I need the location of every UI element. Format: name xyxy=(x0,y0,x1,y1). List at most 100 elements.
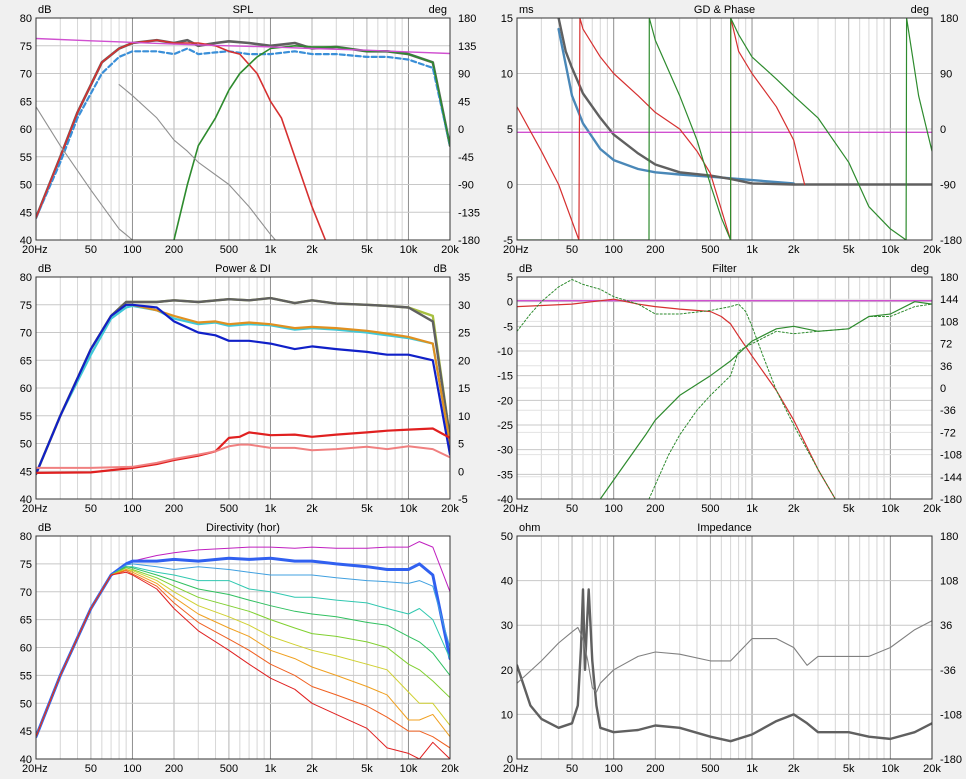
series-line-1 xyxy=(557,18,932,186)
y-tick-label: -20 xyxy=(497,395,513,407)
plot-border xyxy=(35,17,451,241)
y2-tick-label: -108 xyxy=(940,450,962,462)
y-tick-label: 80 xyxy=(20,272,32,284)
y2-tick-label: 45 xyxy=(458,96,470,108)
x-tick-label: 2k xyxy=(306,503,318,515)
x-tick-label: 20k xyxy=(441,503,459,515)
y2-tick-label: -135 xyxy=(458,207,480,219)
y2-tick-label: -180 xyxy=(940,494,962,506)
y-tick-label: 70 xyxy=(20,328,32,340)
y2-tick-label: 0 xyxy=(940,124,946,136)
y-tick-label: -5 xyxy=(503,235,513,247)
x-tick-label: 100 xyxy=(123,503,141,515)
y-tick-label: 60 xyxy=(20,643,32,655)
series-line-1 xyxy=(517,620,932,693)
y2-tick-label: -108 xyxy=(940,709,962,721)
y-tick-label: 45 xyxy=(20,466,32,478)
y-tick-label: 60 xyxy=(20,383,32,395)
y2-tick-label: -5 xyxy=(458,494,468,506)
x-tick-label: 200 xyxy=(165,503,183,515)
x-tick-label: 100 xyxy=(123,763,141,775)
y2-tick-label: 0 xyxy=(458,466,464,478)
y2-tick-label: 10 xyxy=(458,411,470,423)
y-tick-label: 80 xyxy=(20,13,32,25)
y2-axis-unit: deg xyxy=(911,4,929,16)
y2-tick-label: -36 xyxy=(940,405,956,417)
y-tick-label: 10 xyxy=(501,69,513,81)
y-tick-label: 60 xyxy=(20,124,32,136)
x-tick-label: 1k xyxy=(265,763,277,775)
y2-tick-label: -36 xyxy=(940,665,956,677)
y2-tick-label: 135 xyxy=(458,41,476,53)
y2-tick-label: -90 xyxy=(458,180,474,192)
series-group xyxy=(36,37,450,240)
x-tick-label: 10k xyxy=(881,244,899,256)
series-line-8 xyxy=(36,570,450,749)
y-tick-label: 0 xyxy=(507,297,513,309)
y-tick-label: 0 xyxy=(507,754,513,766)
y-tick-label: 50 xyxy=(20,698,32,710)
y2-tick-label: 35 xyxy=(458,272,470,284)
series-line-1 xyxy=(36,47,450,219)
y2-tick-label: -180 xyxy=(940,235,962,247)
y-axis-unit: dB xyxy=(38,263,51,275)
x-tick-label: 200 xyxy=(165,763,183,775)
y2-tick-label: 144 xyxy=(940,294,958,306)
y2-tick-label: 180 xyxy=(940,531,958,543)
series-line-5 xyxy=(36,106,134,240)
x-tick-label: 50 xyxy=(85,763,97,775)
x-tick-label: 10k xyxy=(881,503,899,515)
x-tick-label: 50 xyxy=(85,244,97,256)
y2-axis-unit: deg xyxy=(429,4,447,16)
series-group xyxy=(36,541,450,759)
x-tick-label: 100 xyxy=(605,244,623,256)
plot-border xyxy=(35,276,451,500)
y2-tick-label: 90 xyxy=(940,69,952,81)
x-tick-label: 5k xyxy=(843,244,855,256)
y-tick-label: 65 xyxy=(20,615,32,627)
x-tick-label: 500 xyxy=(220,503,238,515)
y2-tick-label: 36 xyxy=(940,361,952,373)
y-axis-unit: dB xyxy=(519,263,532,275)
series-line-4 xyxy=(517,279,836,499)
y2-tick-label: 72 xyxy=(940,339,952,351)
y-tick-label: -5 xyxy=(503,321,513,333)
x-tick-label: 200 xyxy=(165,244,183,256)
y2-tick-label: 108 xyxy=(940,576,958,588)
x-tick-label: 2k xyxy=(306,763,318,775)
x-tick-label: 20k xyxy=(923,503,941,515)
x-tick-label: 1k xyxy=(746,503,758,515)
y-tick-label: 50 xyxy=(501,531,513,543)
x-tick-label: 50 xyxy=(566,503,578,515)
y-axis-unit: ms xyxy=(519,4,534,16)
x-tick-label: 2k xyxy=(788,763,800,775)
series-line-2 xyxy=(36,39,327,240)
series-group xyxy=(517,18,932,240)
series-group xyxy=(517,279,932,499)
chart-title: Impedance xyxy=(697,522,751,534)
x-tick-label: 500 xyxy=(701,503,719,515)
x-tick-label: 20Hz xyxy=(22,763,48,775)
x-tick-label: 500 xyxy=(701,244,719,256)
plot-border xyxy=(516,17,933,241)
y2-tick-label: -90 xyxy=(940,180,956,192)
x-tick-label: 20k xyxy=(441,244,459,256)
y-tick-label: 10 xyxy=(501,709,513,721)
y-tick-label: 20 xyxy=(501,665,513,677)
y2-axis-unit: dB xyxy=(434,263,447,275)
series-group xyxy=(517,588,932,743)
y-tick-label: -25 xyxy=(497,420,513,432)
y2-tick-label: 20 xyxy=(458,355,470,367)
x-tick-label: 5k xyxy=(361,503,373,515)
y2-tick-label: 0 xyxy=(458,124,464,136)
plot-border xyxy=(35,535,451,760)
chart-panel-5: Impedanceohm5040302010018010836-36-108-1… xyxy=(501,522,962,775)
y2-tick-label: -45 xyxy=(458,152,474,164)
chart-title: Filter xyxy=(712,263,737,275)
x-tick-label: 2k xyxy=(788,503,800,515)
series-line-1 xyxy=(517,298,836,499)
y-tick-label: 15 xyxy=(501,13,513,25)
series-line-6 xyxy=(118,84,277,240)
